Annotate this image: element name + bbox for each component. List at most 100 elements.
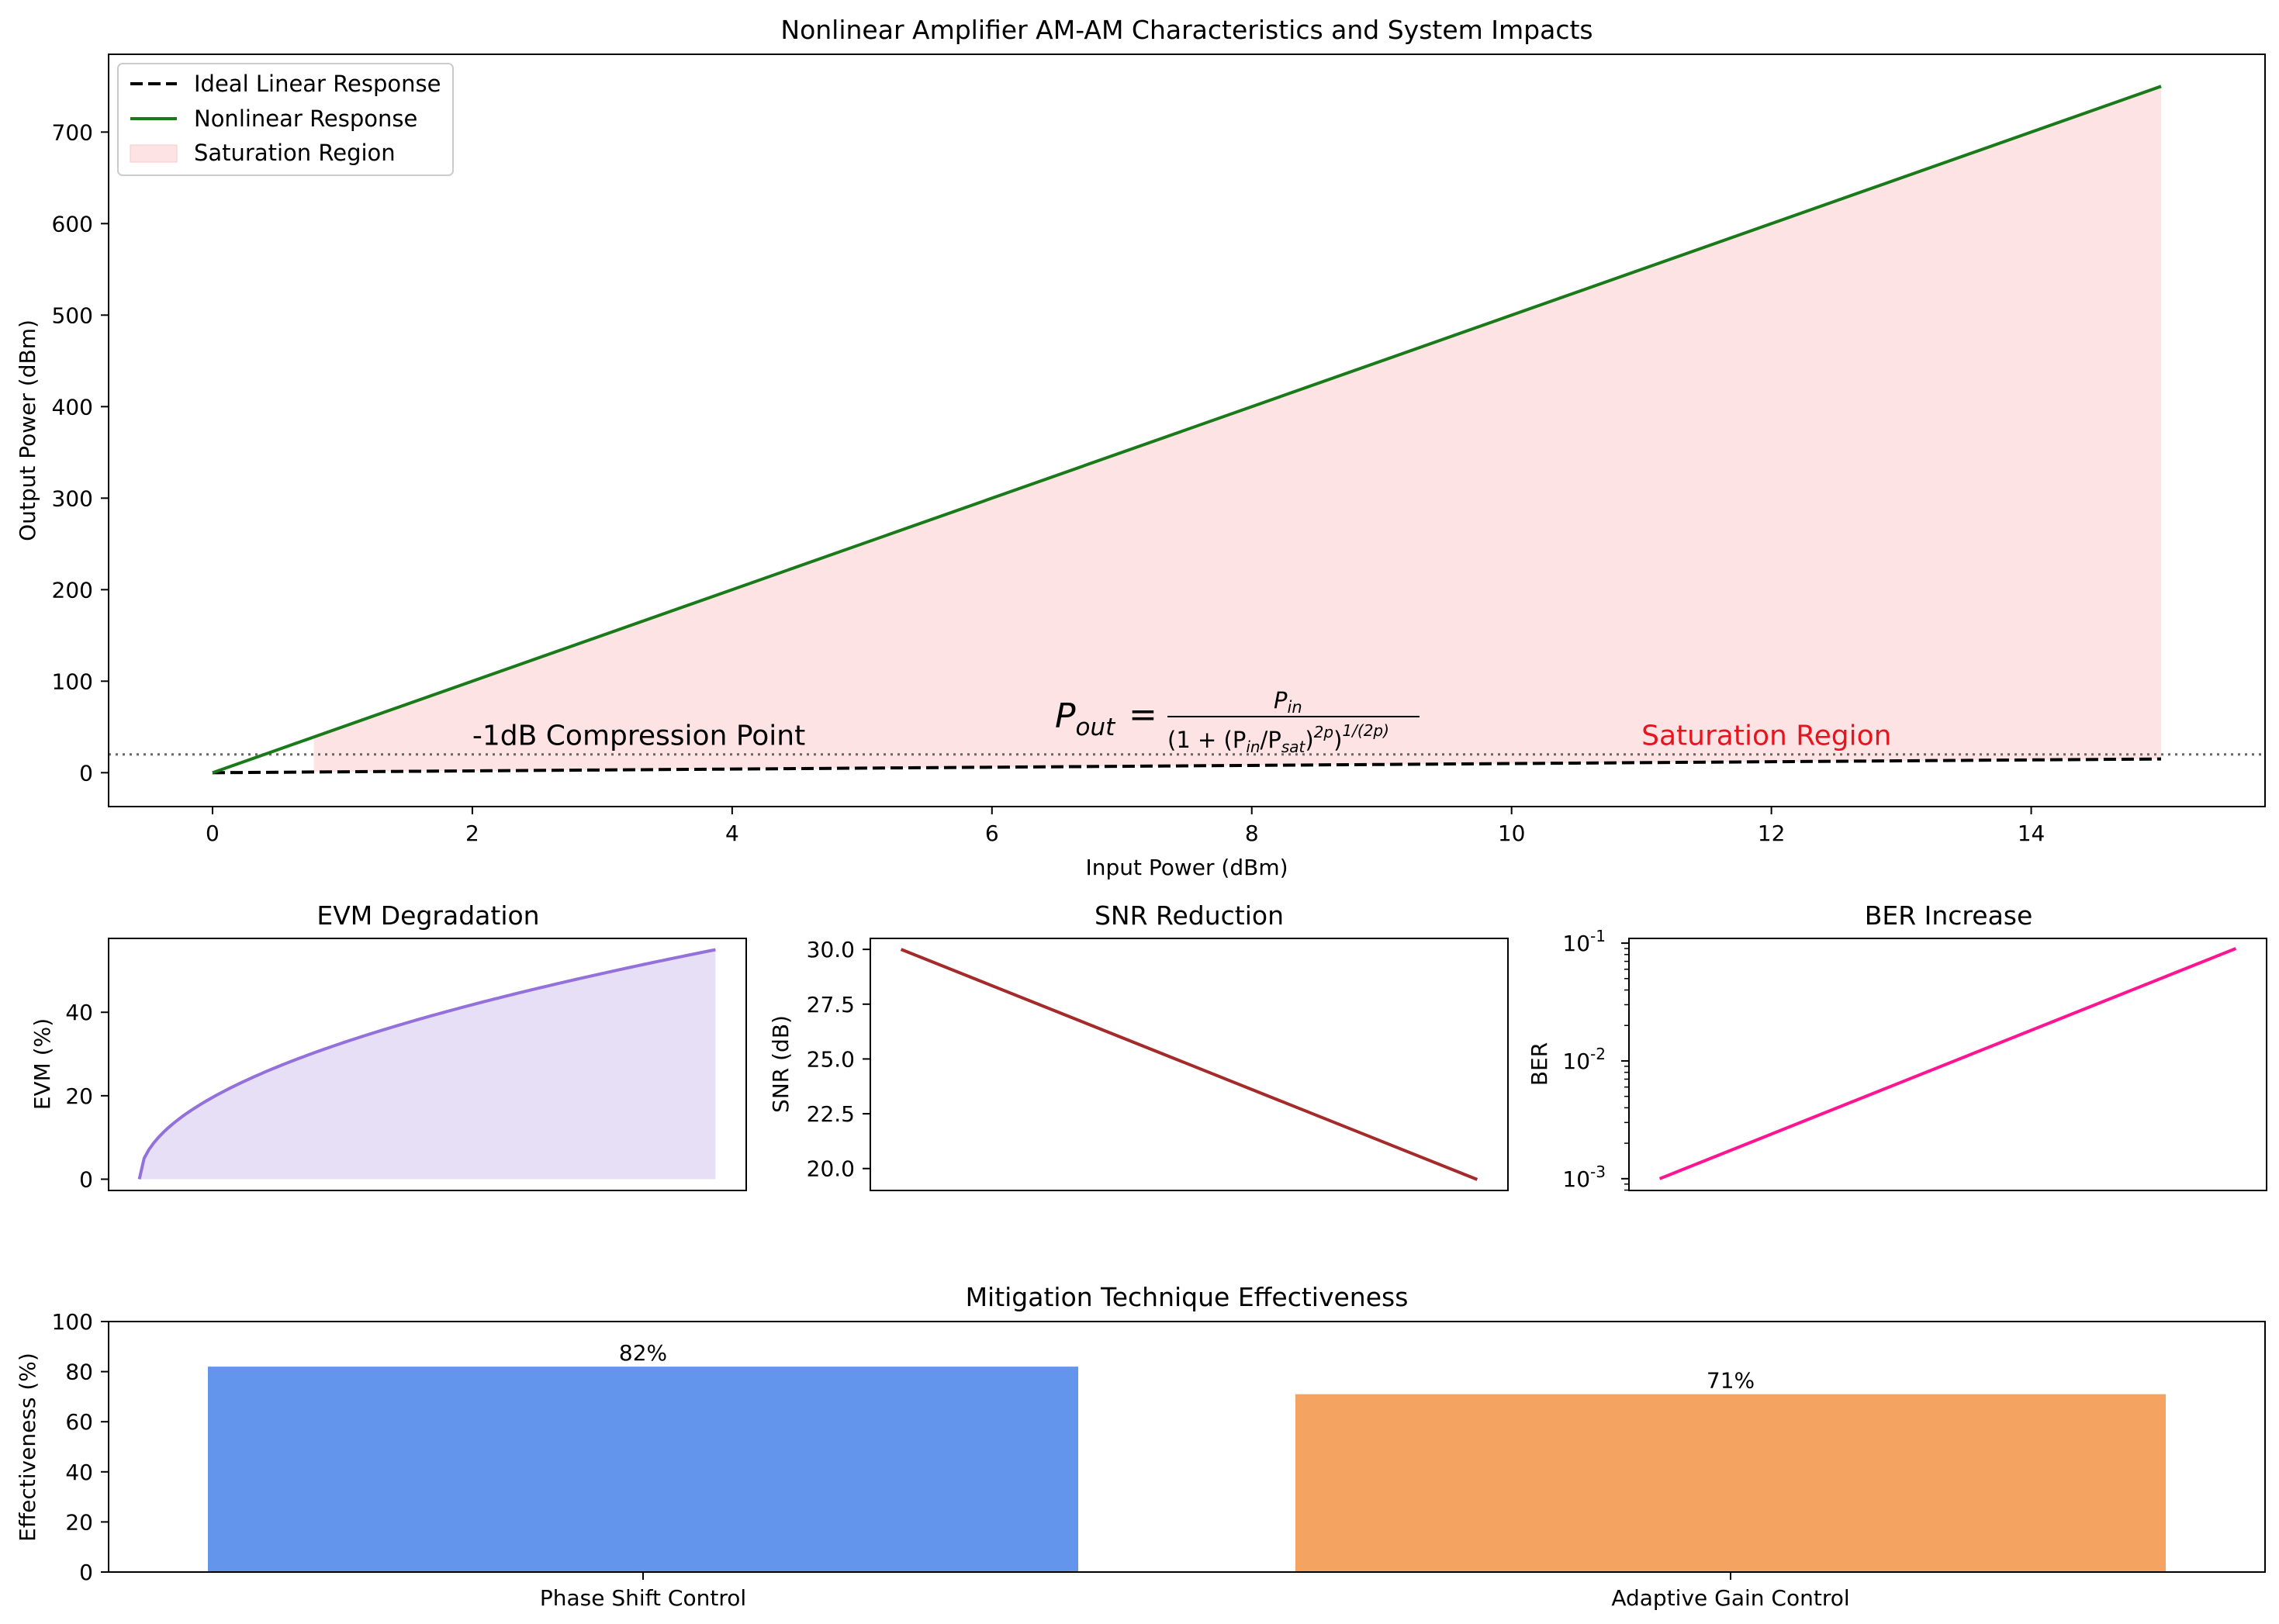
bar [208,1367,1078,1572]
main-y-tick-label: 200 [52,577,93,603]
bar-marks: 82% 71% [208,1340,2166,1572]
main-x-tick-label: 14 [2018,821,2046,846]
ber-title: BER Increase [1865,900,2033,931]
bar-y-label: Effectiveness (%) [15,1353,40,1542]
legend-swatch-saturation [130,144,178,163]
formula-den-d: ) [1333,727,1342,753]
formula-num-sub: in [1288,698,1302,717]
formula-lhs-p: P [1055,696,1076,736]
formula-den-c: ) [1305,727,1313,753]
bar-y-tick-label: 0 [79,1560,93,1585]
main-y-tick-label: 400 [52,394,93,420]
main-x-tick-label: 6 [985,821,999,846]
legend-label-nonlinear: Nonlinear Response [194,105,417,132]
svg-text:Pout: Pout [1055,696,1116,741]
series-ideal-linear [212,757,2162,775]
bar-y-ticks: 0 20 40 60 80 100 [52,1309,109,1585]
bar-y-tick-label: 60 [65,1409,93,1435]
bar-y-tick-label: 40 [65,1460,93,1485]
bar [1295,1394,2166,1572]
main-y-tick-label: 300 [52,485,93,511]
evm-y-tick-label: 40 [65,1000,93,1025]
legend-box [117,63,454,176]
main-y-tick-label: 0 [79,760,93,786]
formula-num-p: P [1274,687,1288,714]
ber-plot: BER Increase 10-310-210-1 BER [1527,900,2267,1192]
snr-axes-frame [870,938,1509,1191]
bar-category-label: Adaptive Gain Control [1611,1585,1849,1611]
evm-axes-frame [108,938,747,1191]
snr-y-tick-label: 22.5 [807,1101,855,1127]
evm-y-tick-label: 0 [79,1166,93,1192]
main-x-tick-label: 10 [1498,821,1526,846]
ber-y-tick-label: 10-3 [1562,1163,1606,1192]
saturation-region-fill [313,86,2162,772]
legend: Ideal Linear Response Nonlinear Response… [117,63,454,176]
bar-category-label: Phase Shift Control [540,1585,746,1611]
ber-y-tick-exponent: -3 [1590,1163,1606,1181]
formula-den-exp2: 1/(2p) [1342,721,1389,740]
formula-den-b: /P [1261,727,1281,753]
main-x-tick-label: 8 [1245,821,1259,846]
main-y-tick-label: 600 [52,211,93,237]
formula-den-a: (1 + (P [1167,727,1246,753]
bar-axes-frame [108,1321,2266,1573]
snr-y-tick-label: 30.0 [807,937,855,962]
formula-lhs-sub: out [1076,714,1117,741]
main-x-tick-label: 2 [465,821,479,846]
svg-text:Pin: Pin [1274,687,1302,717]
ber-y-tick-exponent: -2 [1590,1045,1606,1063]
main-y-ticks: 0 100 200 300 400 500 600 700 [52,119,109,786]
mitigation-plot: Mitigation Technique Effectiveness 82% 71… [15,1282,2266,1611]
evm-title: EVM Degradation [316,900,539,931]
evm-y-tick-label: 20 [65,1083,93,1109]
main-x-tick-label: 12 [1758,821,1786,846]
formula: Pout = Pin (1 + (Pin/Psat)2p)1/(2p) [1055,687,1420,756]
saturation-annotation: Saturation Region [1641,720,1891,752]
main-y-tick-label: 700 [52,119,93,145]
svg-text:(1 + (Pin/Psat)2p)1/(2p): (1 + (Pin/Psat)2p)1/(2p) [1167,721,1389,756]
main-axes-frame [108,54,2266,807]
bar-value-label: 82% [619,1340,667,1366]
main-y-tick-label: 500 [52,302,93,328]
bar-y-tick-label: 100 [52,1309,93,1335]
evm-y-ticks: 0 20 40 [65,1000,109,1192]
snr-plot: SNR Reduction 20.0 22.5 25.0 27.5 30.0 SNR (… [768,900,1509,1191]
am-am-plot: Nonlinear Amplifier AM-AM Characteristic… [15,15,2266,880]
ber-y-tick-label: 10-2 [1562,1045,1606,1074]
formula-equals: = [1129,695,1157,734]
main-x-label: Input Power (dBm) [1085,855,1288,880]
evm-y-label: EVM (%) [29,1018,55,1110]
bar-y-tick-label: 20 [65,1509,93,1535]
ber-y-tick-base: 10 [1562,1049,1590,1074]
snr-title: SNR Reduction [1095,900,1284,931]
compression-annotation: -1dB Compression Point [472,720,805,752]
ber-y-label: BER [1527,1042,1552,1086]
snr-y-label: SNR (dB) [768,1015,794,1113]
ber-line [1658,947,2237,1180]
snr-y-tick-label: 20.0 [807,1156,855,1182]
ber-y-tick-label: 10-1 [1562,927,1606,956]
snr-y-tick-label: 25.0 [807,1046,855,1072]
formula-den-sat: sat [1281,738,1306,756]
snr-y-tick-label: 27.5 [807,992,855,1018]
ber-y-tick-base: 10 [1562,1166,1590,1192]
evm-curve [137,948,716,1180]
ber-axes-frame [1628,938,2267,1191]
ber-y-tick-exponent: -1 [1590,927,1606,945]
formula-den-in: in [1246,738,1260,756]
main-y-label: Output Power (dBm) [15,320,40,541]
main-title: Nonlinear Amplifier AM-AM Characteristic… [780,15,1593,45]
bar-y-tick-label: 80 [65,1360,93,1385]
bar-title: Mitigation Technique Effectiveness [966,1282,1409,1312]
series-nonlinear [212,85,2162,775]
main-x-tick-label: 4 [725,821,739,846]
snr-y-ticks: 20.0 22.5 25.0 27.5 30.0 [807,937,870,1182]
bar-value-label: 71% [1707,1368,1755,1394]
formula-den-exp1: 2p [1314,723,1333,741]
main-x-tick-label: 0 [206,821,220,846]
evm-plot: EVM Degradation 0 20 40 EVM (%) [29,900,747,1192]
main-x-ticks: 0 2 4 6 8 10 12 14 [206,807,2045,846]
evm-fill [139,949,716,1180]
